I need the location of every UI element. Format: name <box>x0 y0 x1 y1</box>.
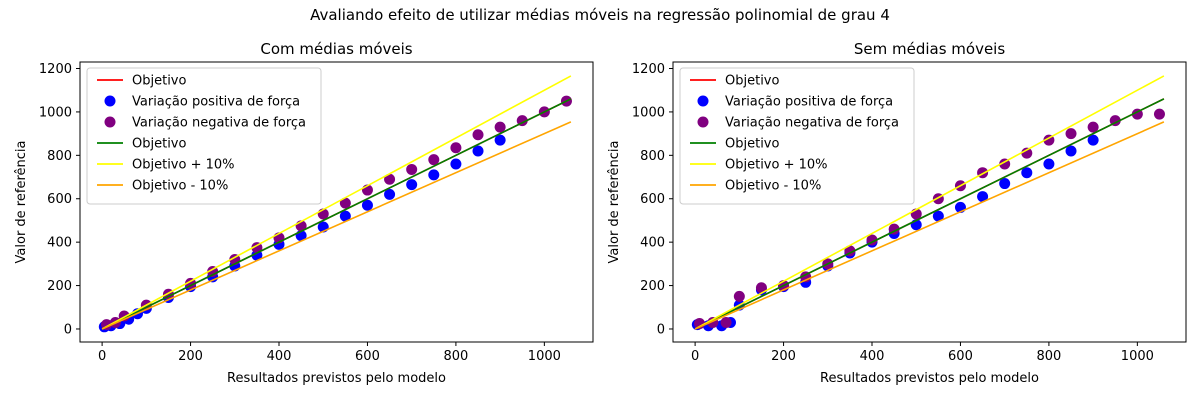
chart-1-point <box>472 145 484 157</box>
chart-1-title: Com médias móveis <box>260 40 412 58</box>
chart-2-point <box>755 282 767 294</box>
chart-1-legend-label: Variação positiva de força <box>132 95 300 110</box>
chart-1-point <box>494 134 506 146</box>
chart-2-xtick-label: 200 <box>771 349 796 364</box>
chart-1-ytick-label: 400 <box>47 236 72 251</box>
chart-1-xtick-label: 600 <box>355 349 380 364</box>
chart-2-line-2 <box>694 98 1165 330</box>
chart-2-frame <box>672 61 1187 343</box>
chart-2-line-4 <box>694 121 1165 330</box>
chart-1-point <box>428 169 440 181</box>
chart-2-legend-label: Objetivo <box>725 137 779 152</box>
chart-1-legend-dot-swatch <box>104 95 116 107</box>
chart-2-legend: Objetivo Variação positiva de força Variaç… <box>679 67 915 205</box>
chart-1-legend-label: Objetivo <box>132 137 186 152</box>
chart-1-ytick-label: 600 <box>47 192 72 207</box>
chart-1-panel: Com médias móveis 0 200 400 600 800 1000 0 200 40… <box>14 40 594 386</box>
chart-2-ytick-label: 600 <box>640 192 665 207</box>
chart-1-point <box>339 197 351 209</box>
chart-1-xtick-label: 800 <box>443 349 468 364</box>
chart-1-legend-label: Objetivo - 10% <box>132 179 228 194</box>
chart-2-legend-box <box>679 67 915 205</box>
chart-2-point <box>1021 147 1033 159</box>
chart-1-point <box>406 179 418 191</box>
chart-2-xtick-label: 400 <box>860 349 885 364</box>
chart-2-xlabel: Resultados previstos pelo modelo <box>820 371 1039 386</box>
chart-1-xlabel: Resultados previstos pelo modelo <box>227 371 446 386</box>
chart-1-xtick-label: 200 <box>178 349 203 364</box>
chart-2-panel: Sem médias móveis 0 200 400 600 800 1000 0 200 40… <box>607 40 1187 386</box>
chart-1-frame <box>79 61 594 343</box>
chart-1-ytick-label: 200 <box>47 279 72 294</box>
chart-2-legend-label: Objetivo <box>725 74 779 89</box>
chart-2-point <box>999 178 1011 190</box>
chart-2-plot-area <box>691 75 1165 332</box>
chart-2-legend-dot-swatch <box>697 116 709 128</box>
chart-2-point <box>1043 158 1055 170</box>
chart-2-point <box>720 316 732 328</box>
chart-2-ytick-label: 0 <box>657 322 665 337</box>
chart-1-line-3 <box>101 75 572 330</box>
chart-2-xtick-label: 800 <box>1036 349 1061 364</box>
chart-1-ytick-label: 1200 <box>39 62 72 77</box>
chart-2-xtick-label: 1000 <box>1121 349 1154 364</box>
chart-2-point <box>932 210 944 222</box>
chart-2-ytick-label: 1000 <box>632 105 665 120</box>
chart-2-point <box>1087 134 1099 146</box>
chart-1-ytick-label: 1000 <box>39 105 72 120</box>
chart-1-xtick-label: 0 <box>98 349 106 364</box>
chart-2-point <box>1153 108 1165 120</box>
chart-1-ytick-label: 0 <box>64 322 72 337</box>
chart-2-legend-label: Variação positiva de força <box>725 95 893 110</box>
chart-2-legend-label: Objetivo - 10% <box>725 179 821 194</box>
chart-1-line-4 <box>101 121 572 330</box>
chart-1-point <box>361 199 373 211</box>
chart-1-point <box>450 142 462 154</box>
chart-2-point <box>1087 121 1099 133</box>
chart-2-legend-label: Objetivo + 10% <box>725 158 828 173</box>
chart-1-ylabel: Valor de referência <box>14 141 29 264</box>
chart-1-point <box>494 121 506 133</box>
chart-2-ytick-label: 1200 <box>632 62 665 77</box>
chart-1-point <box>384 188 396 200</box>
chart-1-xtick-label: 400 <box>267 349 292 364</box>
chart-2-ytick-label: 400 <box>640 236 665 251</box>
chart-2-ytick-label: 200 <box>640 279 665 294</box>
chart-1-legend-label: Objetivo <box>132 74 186 89</box>
chart-1-point <box>384 173 396 185</box>
chart-2-legend-label: Variação negativa de força <box>725 116 899 131</box>
chart-1-point <box>406 163 418 175</box>
chart-1-ytick-label: 800 <box>47 149 72 164</box>
chart-1-point <box>428 154 440 166</box>
chart-2-xtick-label: 600 <box>948 349 973 364</box>
chart-2-xtick-label: 0 <box>691 349 699 364</box>
chart-1-legend-box <box>86 67 322 205</box>
chart-1-point <box>450 158 462 170</box>
chart-1-xtick-label: 1000 <box>528 349 561 364</box>
figure-suptitle: Avaliando efeito de utilizar médias móve… <box>310 6 890 24</box>
chart-2-ylabel: Valor de referência <box>607 141 622 264</box>
chart-1-legend-dot-swatch <box>104 116 116 128</box>
chart-2-point <box>977 191 989 203</box>
chart-1-legend-label: Objetivo + 10% <box>132 158 235 173</box>
chart-1-legend: Objetivo Variação positiva de força Variaç… <box>86 67 322 205</box>
chart-2-point <box>1021 167 1033 179</box>
chart-1-line-2 <box>101 98 572 330</box>
chart-2-point <box>1065 145 1077 157</box>
chart-2-point <box>733 290 745 302</box>
chart-1-point <box>472 129 484 141</box>
chart-2-legend-dot-swatch <box>697 95 709 107</box>
chart-1-plot-area <box>98 75 572 333</box>
chart-1-point <box>339 210 351 222</box>
chart-2-line-3 <box>694 75 1165 330</box>
chart-2-ytick-label: 800 <box>640 149 665 164</box>
chart-1-legend-label: Variação negativa de força <box>132 116 306 131</box>
chart-2-title: Sem médias móveis <box>854 40 1005 58</box>
chart-2-point <box>1065 128 1077 140</box>
